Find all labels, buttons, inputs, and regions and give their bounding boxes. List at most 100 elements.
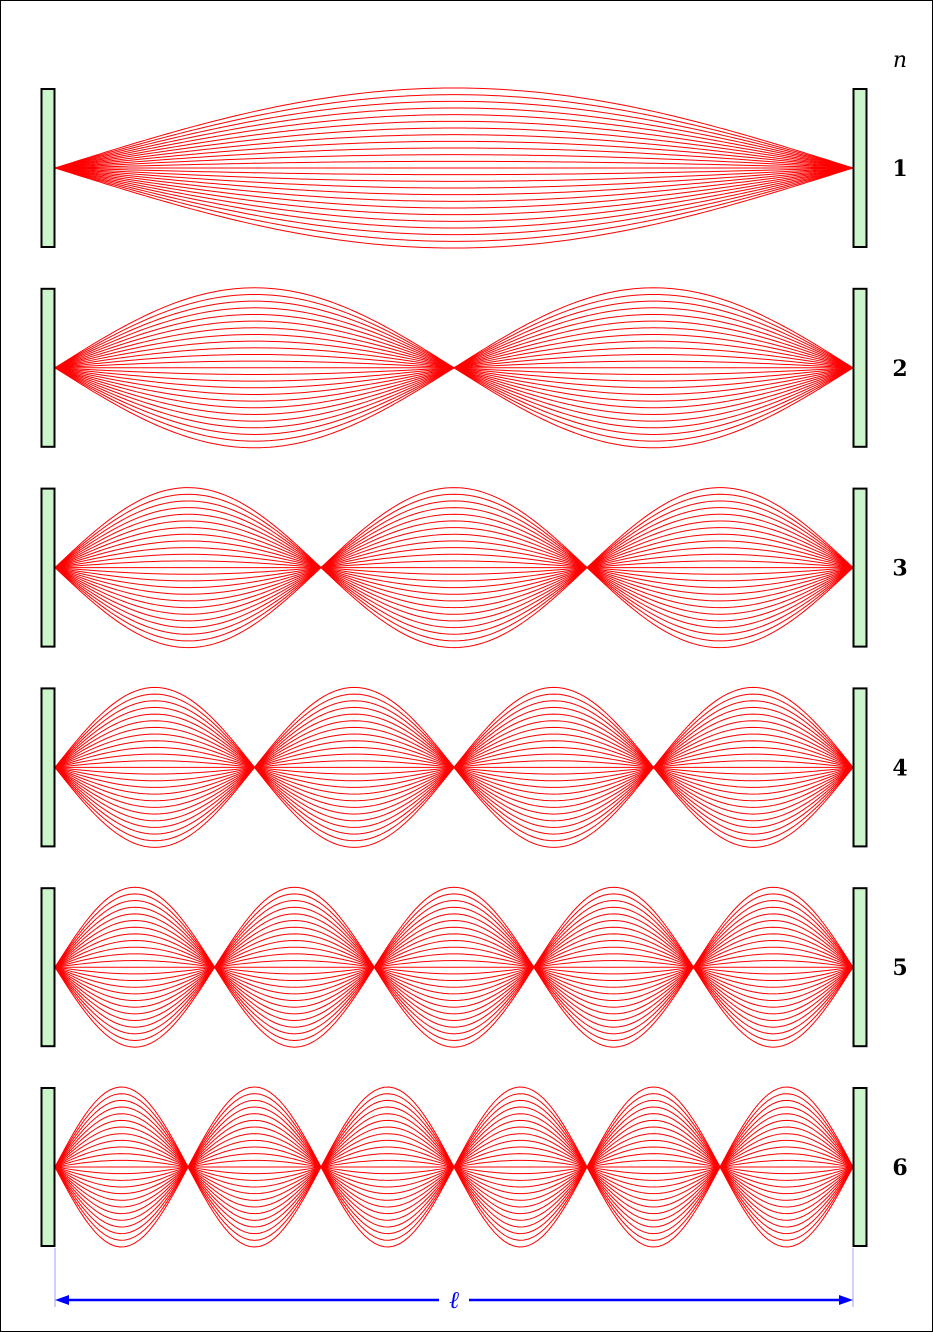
wave-curve [54, 167, 854, 222]
mode-number-label: 2 [892, 356, 907, 382]
length-label: ℓ [449, 1286, 459, 1314]
wave-curve [54, 900, 854, 1035]
wave-curve [54, 154, 854, 169]
wave-curve [54, 520, 854, 615]
wave-curve [54, 553, 854, 582]
wave-curve [54, 493, 854, 642]
wave-curve [54, 167, 854, 176]
wave-curve [54, 167, 854, 182]
wave-curve [54, 500, 854, 635]
wave-curve [54, 533, 854, 602]
wave-curve [54, 527, 854, 609]
left-support [40, 1087, 56, 1247]
wave-curve [54, 940, 854, 995]
wave-curve [54, 893, 854, 1042]
wave-curve [54, 540, 854, 595]
length-dimension: ℓ [54, 1248, 854, 1314]
wave-curve [54, 933, 854, 1002]
wave-curve [54, 94, 854, 169]
wave-curve [54, 960, 854, 975]
wave-curve [54, 507, 854, 629]
wave-curve [54, 100, 854, 169]
wave-curve [54, 107, 854, 169]
wave-curve [54, 487, 854, 649]
wave-curve [54, 160, 854, 169]
wave-curve [54, 114, 854, 169]
wave-curve [54, 287, 854, 449]
wave-curve [54, 127, 854, 169]
wave-curve [54, 900, 854, 1035]
wave-curve [54, 493, 854, 642]
wave-curve [54, 140, 854, 169]
wave-curve [54, 167, 854, 196]
wave-curve [54, 953, 854, 982]
right-support [852, 887, 868, 1048]
wave-curve [54, 120, 854, 169]
mode-3: 3 [40, 487, 908, 649]
wave-curve [54, 87, 854, 169]
wave-curve [54, 913, 854, 1022]
right-support [852, 687, 868, 848]
left-support [40, 88, 56, 248]
wave-curve [54, 946, 854, 988]
wave-curve [54, 940, 854, 995]
wave-curve [54, 167, 854, 242]
wave-curve [54, 167, 854, 189]
mode-number-label: 6 [892, 1155, 907, 1181]
wave-curve [54, 686, 854, 848]
wave-curve [54, 540, 854, 595]
wave-curve [54, 513, 854, 622]
wave-curve [54, 953, 854, 982]
wave-curve [54, 147, 854, 169]
wave-curve [54, 167, 854, 236]
wave-curve [54, 507, 854, 629]
wave-curve [54, 926, 854, 1008]
wave-curve [54, 513, 854, 622]
wave-curve [54, 527, 854, 609]
right-support [852, 1087, 868, 1247]
wave-curve [54, 920, 854, 1015]
wave-curve [54, 134, 854, 169]
wave-curve [54, 913, 854, 1022]
mode-2: 2 [40, 287, 908, 449]
arrowhead-left [55, 1295, 69, 1305]
wave-curve [54, 906, 854, 1028]
wave-curve [54, 167, 854, 202]
right-support [852, 287, 868, 448]
modes-group: 1 2 3 4 5 6 [40, 87, 908, 1248]
wave-curve [54, 906, 854, 1028]
wave-curve [54, 167, 854, 229]
mode-6: 6 [40, 1086, 908, 1248]
wave-curve [54, 946, 854, 988]
wave-curve [54, 500, 854, 635]
right-support [852, 487, 868, 648]
wave-curve [54, 487, 854, 649]
wave-curve [54, 926, 854, 1008]
wave-curve [54, 893, 854, 1042]
left-support [40, 487, 56, 648]
wave-curve [54, 886, 854, 1048]
mode-number-label: 4 [892, 755, 907, 781]
right-support [852, 88, 868, 248]
wave-curve [54, 533, 854, 602]
wave-curve [54, 933, 854, 1002]
wave-curve [54, 560, 854, 575]
left-support [40, 687, 56, 848]
wave-curve [54, 1086, 854, 1248]
mode-1: 1 [40, 87, 908, 249]
wave-curve [54, 960, 854, 975]
mode-number-label: 1 [892, 156, 907, 182]
wave-curve [54, 167, 854, 249]
wave-curve [54, 886, 854, 1048]
wave-curve [54, 547, 854, 589]
arrowhead-right [839, 1295, 853, 1305]
wave-curve [54, 520, 854, 615]
wave-curve [54, 553, 854, 582]
left-support [40, 287, 56, 448]
mode-4: 4 [40, 686, 908, 848]
mode-number-label: 5 [892, 955, 907, 981]
wave-curve [54, 167, 854, 209]
mode-number-header: n [893, 48, 907, 73]
